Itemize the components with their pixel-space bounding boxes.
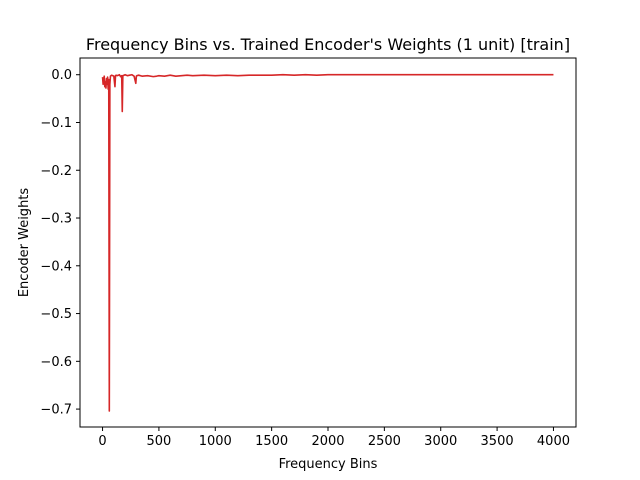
x-tick-label: 1000 [199, 434, 232, 449]
x-tick-label: 1500 [255, 434, 288, 449]
x-tick-label: 3500 [481, 434, 514, 449]
x-axis-label: Frequency Bins [279, 457, 378, 472]
y-tick-label: −0.6 [40, 355, 72, 370]
x-tick-label: 500 [146, 434, 171, 449]
y-axis-label: Encoder Weights [17, 188, 32, 298]
x-tick-label: 4000 [537, 434, 570, 449]
x-axis: 0 500 1000 1500 2000 2500 3000 3500 4000 [98, 427, 570, 449]
y-tick-label: −0.1 [40, 116, 72, 131]
y-tick-label: −0.3 [40, 212, 72, 227]
x-tick-label: 3000 [424, 434, 457, 449]
y-tick-label: −0.4 [40, 259, 72, 274]
y-tick-label: −0.5 [40, 307, 72, 322]
x-tick-label: 2500 [368, 434, 401, 449]
chart-title: Frequency Bins vs. Trained Encoder's Wei… [86, 35, 570, 54]
series-line-0 [101, 73, 554, 412]
x-tick-label: 0 [98, 434, 106, 449]
x-tick-label: 2000 [311, 434, 344, 449]
y-tick-label: −0.7 [40, 403, 72, 418]
plot-frame [79, 57, 577, 428]
y-tick-label: −0.2 [40, 164, 72, 179]
y-axis: 0.0 −0.1 −0.2 −0.3 −0.4 −0.5 −0.6 −0.7 [40, 68, 80, 418]
y-tick-label: 0.0 [51, 68, 72, 83]
plot-series [101, 73, 554, 412]
